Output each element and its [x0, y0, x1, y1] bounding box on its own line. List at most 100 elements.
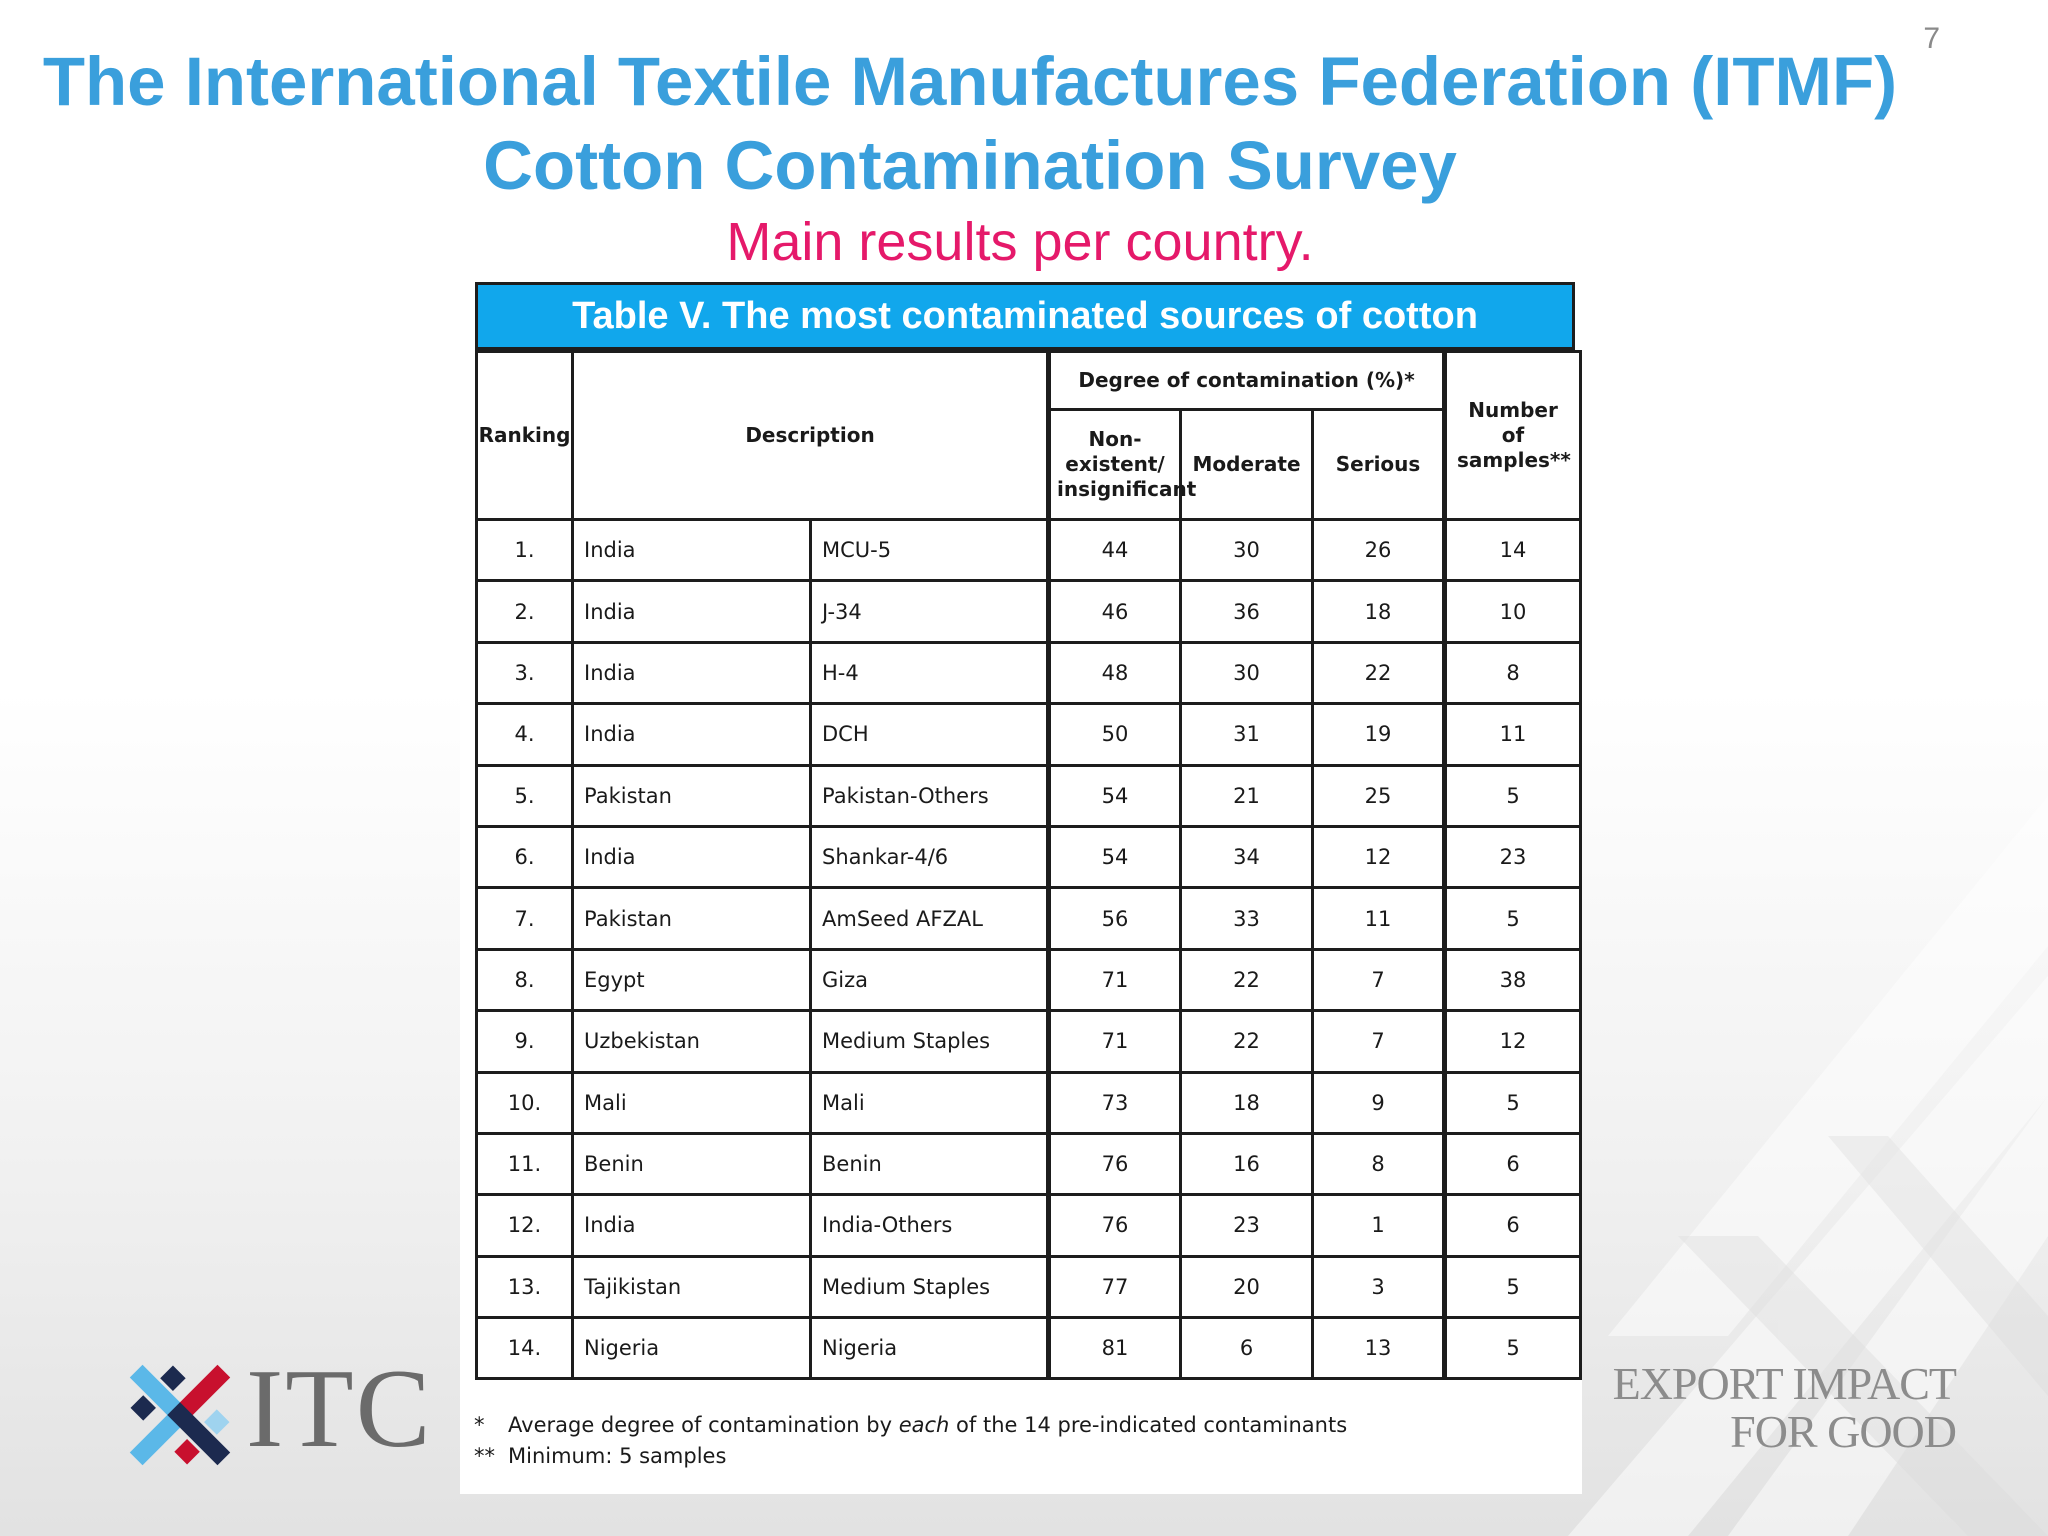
table-row: 14. Nigeria Nigeria 81 6 13 5 — [475, 1316, 1583, 1381]
cell-country: Pakistan — [571, 886, 812, 951]
title-line-1: The International Textile Manufactures F… — [42, 43, 1898, 120]
cell-variety: Shankar-4/6 — [808, 824, 1052, 890]
header-degree-group: Degree of contamination (%)* — [1047, 350, 1448, 411]
cell-samples: 5 — [1443, 886, 1583, 951]
cell-serious: 26 — [1311, 517, 1448, 583]
background-decoration — [1568, 796, 2048, 1536]
cell-country: Uzbekistan — [571, 1009, 812, 1074]
table-row: 2. India J-34 46 36 18 10 — [475, 579, 1583, 644]
cell-non-existent: 50 — [1047, 702, 1183, 767]
cell-non-existent: 44 — [1047, 517, 1183, 583]
cell-variety: Nigeria — [808, 1316, 1052, 1381]
cell-serious: 7 — [1311, 947, 1448, 1013]
header-non-existent-label: Non-existent/ insignificant — [1057, 427, 1197, 501]
cell-country: India — [571, 824, 812, 890]
cell-serious: 8 — [1311, 1131, 1448, 1197]
cell-serious: 13 — [1311, 1316, 1448, 1381]
cell-samples: 5 — [1443, 1316, 1583, 1381]
cell-country: India — [571, 640, 812, 706]
cell-ranking: 3. — [475, 640, 574, 706]
cell-serious: 3 — [1311, 1254, 1448, 1320]
cell-ranking: 12. — [475, 1193, 574, 1258]
cell-variety: J-34 — [808, 579, 1052, 644]
cell-variety: MCU-5 — [808, 517, 1052, 583]
table-row: 5. Pakistan Pakistan-Others 54 21 25 5 — [475, 763, 1583, 828]
cell-non-existent: 77 — [1047, 1254, 1183, 1320]
slide-subtitle: Main results per country. — [726, 212, 1314, 272]
cell-serious: 22 — [1311, 640, 1448, 706]
cell-serious: 11 — [1311, 886, 1448, 951]
cell-variety: Medium Staples — [808, 1009, 1052, 1074]
cell-moderate: 22 — [1179, 947, 1315, 1013]
table-body: 1. India MCU-5 44 30 26 14 2. India J-34 46 36 18 10 3… — [475, 517, 1583, 1381]
cell-moderate: 18 — [1179, 1070, 1315, 1135]
cell-ranking: 11. — [475, 1131, 574, 1197]
cell-non-existent: 76 — [1047, 1131, 1183, 1197]
itc-logo-icon — [129, 1364, 231, 1466]
cell-country: India — [571, 517, 812, 583]
cell-ranking: 14. — [475, 1316, 574, 1381]
cell-samples: 6 — [1443, 1131, 1583, 1197]
cell-samples: 10 — [1443, 579, 1583, 644]
cell-non-existent: 73 — [1047, 1070, 1183, 1135]
cell-variety: Medium Staples — [808, 1254, 1052, 1320]
table-row: 12. India India-Others 76 23 1 6 — [475, 1193, 1583, 1258]
table-footnotes: * Average degree of contamination by each… — [474, 1410, 1347, 1472]
header-samples: Number of samples** — [1443, 350, 1583, 521]
cell-variety: India-Others — [808, 1193, 1052, 1258]
cell-serious: 25 — [1311, 763, 1448, 828]
header-description: Description — [570, 350, 1052, 521]
cell-variety: Pakistan-Others — [808, 763, 1052, 828]
cell-ranking: 13. — [475, 1254, 574, 1320]
cell-country: Egypt — [571, 947, 812, 1013]
cell-variety: Mali — [808, 1070, 1052, 1135]
cell-moderate: 21 — [1179, 763, 1315, 828]
cell-ranking: 5. — [475, 763, 574, 828]
cell-serious: 9 — [1311, 1070, 1448, 1135]
cell-country: Nigeria — [571, 1316, 812, 1381]
header-samples-label: Number of samples** — [1457, 398, 1571, 472]
cell-non-existent: 56 — [1047, 886, 1183, 951]
footnote-1-mark: * — [474, 1413, 485, 1437]
cell-country: Benin — [571, 1131, 812, 1197]
cell-ranking: 7. — [475, 886, 574, 951]
cell-variety: AmSeed AFZAL — [808, 886, 1052, 951]
header-moderate: Moderate — [1179, 408, 1315, 521]
header-serious: Serious — [1311, 408, 1448, 521]
cell-variety: H-4 — [808, 640, 1052, 706]
cell-country: Mali — [571, 1070, 812, 1135]
cell-non-existent: 48 — [1047, 640, 1183, 706]
cell-non-existent: 46 — [1047, 579, 1183, 644]
cell-serious: 12 — [1311, 824, 1448, 890]
cell-non-existent: 54 — [1047, 824, 1183, 890]
cell-ranking: 8. — [475, 947, 574, 1013]
footnote-1-text-post: of the 14 pre-indicated contaminants — [949, 1413, 1348, 1437]
cell-variety: DCH — [808, 702, 1052, 767]
cell-moderate: 23 — [1179, 1193, 1315, 1258]
cell-moderate: 30 — [1179, 517, 1315, 583]
cell-moderate: 30 — [1179, 640, 1315, 706]
cell-samples: 14 — [1443, 517, 1583, 583]
cell-moderate: 20 — [1179, 1254, 1315, 1320]
slogan: EXPORT IMPACT FOR GOOD — [1613, 1360, 1957, 1457]
contamination-table: Ranking Description Degree of contaminat… — [475, 350, 1583, 1381]
cell-non-existent: 71 — [1047, 1009, 1183, 1074]
cell-moderate: 22 — [1179, 1009, 1315, 1074]
cell-ranking: 6. — [475, 824, 574, 890]
cell-moderate: 31 — [1179, 702, 1315, 767]
slogan-line-2: FOR GOOD — [1730, 1406, 1957, 1457]
cell-non-existent: 81 — [1047, 1316, 1183, 1381]
cell-country: India — [571, 1193, 812, 1258]
cell-ranking: 10. — [475, 1070, 574, 1135]
cell-samples: 23 — [1443, 824, 1583, 890]
cell-moderate: 36 — [1179, 579, 1315, 644]
cell-samples: 5 — [1443, 763, 1583, 828]
cell-ranking: 1. — [475, 517, 574, 583]
table-row: 8. Egypt Giza 71 22 7 38 — [475, 947, 1583, 1013]
cell-non-existent: 76 — [1047, 1193, 1183, 1258]
cell-moderate: 16 — [1179, 1131, 1315, 1197]
cell-moderate: 33 — [1179, 886, 1315, 951]
cell-ranking: 9. — [475, 1009, 574, 1074]
cell-serious: 18 — [1311, 579, 1448, 644]
cell-non-existent: 71 — [1047, 947, 1183, 1013]
